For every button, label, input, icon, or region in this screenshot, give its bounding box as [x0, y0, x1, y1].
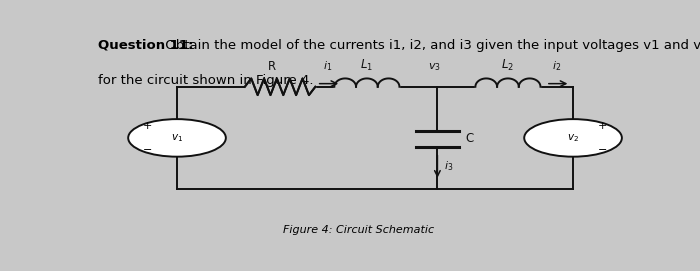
Text: $L_1$: $L_1$ [360, 58, 373, 73]
Text: +: + [598, 121, 607, 131]
Text: +: + [143, 121, 153, 131]
Text: R: R [268, 60, 276, 73]
Text: Figure 4: Circuit Schematic: Figure 4: Circuit Schematic [284, 225, 434, 235]
Text: $i_2$: $i_2$ [552, 59, 561, 73]
Text: C: C [466, 133, 474, 146]
Text: −: − [143, 145, 153, 155]
Text: −: − [598, 145, 607, 155]
Text: Obtain the model of the currents i1, i2, and i3 given the input voltages v1 and : Obtain the model of the currents i1, i2,… [161, 39, 700, 52]
Text: $v_1$: $v_1$ [171, 132, 183, 144]
Circle shape [524, 119, 622, 157]
Text: $i_3$: $i_3$ [444, 160, 454, 173]
Text: $v_3$: $v_3$ [428, 62, 441, 73]
Text: $i_1$: $i_1$ [323, 59, 332, 73]
Text: for the circuit shown in Figure 4.: for the circuit shown in Figure 4. [98, 74, 314, 87]
Text: Question 11:: Question 11: [98, 39, 194, 52]
Text: $v_2$: $v_2$ [567, 132, 579, 144]
Text: $L_2$: $L_2$ [501, 58, 514, 73]
Circle shape [128, 119, 226, 157]
